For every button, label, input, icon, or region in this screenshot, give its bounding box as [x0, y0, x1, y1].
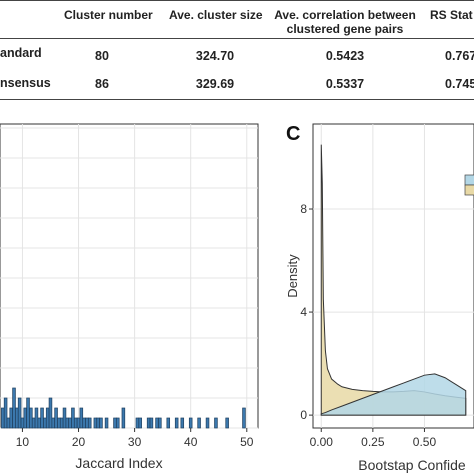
- histogram-bar: [138, 417, 142, 429]
- table-header-rule: [0, 38, 474, 39]
- histogram-bar: [149, 417, 154, 429]
- histogram-x-axis-label: Jaccard Index: [75, 455, 162, 471]
- row-rs-stat: 0.745: [445, 77, 474, 91]
- histogram-bar: [99, 417, 103, 429]
- row-label: nsensus: [0, 76, 51, 90]
- table-bottom-rule: [0, 99, 474, 100]
- density-x-tick-label: 0.50: [413, 435, 437, 449]
- histogram-bars: [1, 387, 246, 429]
- histogram-bar: [17, 397, 22, 429]
- density-plot-frame: [312, 123, 474, 429]
- summary-table: Cluster number Ave. cluster size Ave. co…: [0, 0, 474, 100]
- histogram-bar: [104, 417, 109, 429]
- row-cluster-number: 80: [95, 49, 109, 63]
- histogram-plot-frame: [0, 123, 259, 429]
- row-ave-cluster-size: 329.69: [195, 77, 235, 91]
- row-ave-cluster-size: 324.70: [195, 49, 235, 63]
- density-y-axis-label: Density: [285, 254, 300, 298]
- histogram-tick-label: 40: [184, 435, 198, 449]
- histogram-bar: [174, 417, 179, 429]
- density-y-tick-label: 4: [300, 305, 307, 319]
- density-y-tick-label: 8: [300, 202, 307, 216]
- density-axis-ticks: 0 4 8 0.00 0.25 0.50: [300, 202, 436, 449]
- header-cluster-number: Cluster number: [64, 8, 153, 22]
- density-areas: [320, 144, 467, 416]
- density-x-axis-label: Bootstap Confide: [358, 457, 466, 473]
- panel-c-label: C: [286, 123, 300, 145]
- histogram-tick-label: 10: [16, 435, 30, 449]
- histogram-x-ticks: 10 20 30 40 50: [16, 428, 254, 449]
- histogram-bar: [121, 407, 126, 429]
- histogram-bar: [116, 417, 120, 429]
- density-series-2: [320, 373, 467, 416]
- row-ave-correlation: 0.5423: [325, 49, 365, 63]
- histogram-bar: [197, 417, 201, 429]
- row-rs-stat: 0.767: [445, 49, 474, 63]
- histogram-bar: [87, 417, 92, 429]
- row-cluster-number: 86: [95, 77, 109, 91]
- density-y-tick-label: 0: [300, 408, 307, 422]
- histogram-tick-label: 30: [128, 435, 142, 449]
- histogram-bar: [48, 397, 53, 429]
- table-top-rule: [0, 0, 474, 1]
- histogram-bar: [242, 407, 246, 429]
- density-x-tick-label: 0.00: [310, 435, 334, 449]
- density-x-tick-label: 0.25: [361, 435, 385, 449]
- header-ave-correlation-line1: Ave. correlation between: [274, 8, 416, 22]
- histogram-bar: [166, 417, 171, 429]
- legend-swatch-blue: [464, 174, 474, 186]
- histogram-bar: [225, 417, 229, 429]
- histogram-tick-label: 20: [72, 435, 86, 449]
- header-ave-cluster-size: Ave. cluster size: [169, 8, 263, 22]
- histogram-tick-label: 50: [240, 435, 254, 449]
- histogram-bar: [158, 417, 162, 429]
- row-label: andard: [0, 46, 42, 60]
- legend-swatch-tan: [464, 184, 474, 196]
- histogram-bar: [3, 397, 8, 429]
- header-ave-correlation-line2: clustered gene pairs: [286, 22, 404, 36]
- histogram-bar: [180, 417, 185, 429]
- header-rs-stat: RS Stat: [430, 8, 473, 22]
- histogram-bar: [214, 417, 218, 429]
- row-ave-correlation: 0.5337: [325, 77, 365, 91]
- histogram-bar: [205, 417, 210, 429]
